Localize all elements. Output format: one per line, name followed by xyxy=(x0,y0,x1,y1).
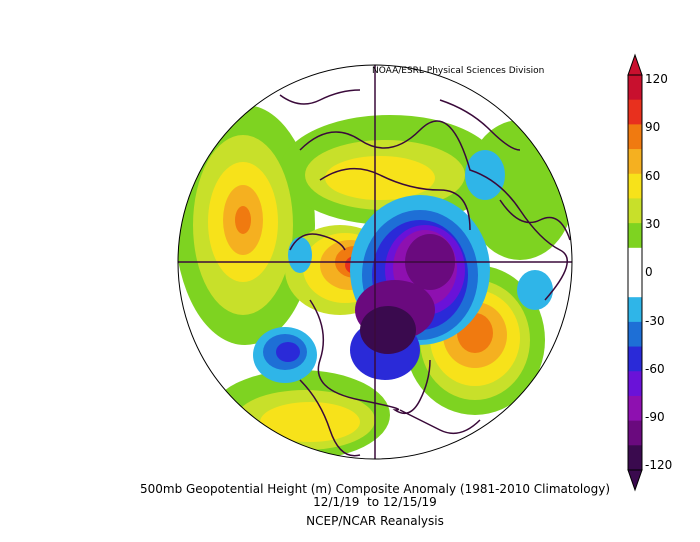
colorbar-label: 60 xyxy=(645,169,661,183)
colorbar-swatch xyxy=(628,420,642,446)
colorbar-swatch xyxy=(628,272,642,298)
coastlines xyxy=(279,89,571,457)
colorbar-label: -60 xyxy=(645,362,665,376)
colorbar-label: -90 xyxy=(645,410,665,424)
colorbar-swatch xyxy=(628,124,642,150)
colorbar-swatch xyxy=(628,445,642,471)
colorbar-label: -120 xyxy=(645,458,673,472)
colorbar-swatch xyxy=(628,223,642,249)
colorbar-swatch xyxy=(628,99,642,125)
credit-text: NOAA/ESRL Physical Sciences Division xyxy=(372,66,545,76)
colorbar-swatch xyxy=(628,75,642,101)
colorbar-swatch xyxy=(628,297,642,323)
colorbar-border xyxy=(627,74,643,471)
caption-source: NCEP/NCAR Reanalysis xyxy=(306,514,444,528)
colorbar-swatch xyxy=(628,321,642,348)
colorbar-swatch xyxy=(628,198,642,224)
colorbar-label: 90 xyxy=(645,120,661,134)
colorbar-swatch xyxy=(628,247,642,273)
colorbar xyxy=(627,53,643,492)
colorbar-label: 120 xyxy=(645,72,668,86)
colorbar-swatch xyxy=(628,346,642,372)
colorbar-label: 0 xyxy=(645,265,653,279)
colorbar-swatch xyxy=(628,173,642,199)
colorbar-label: 30 xyxy=(645,217,661,231)
colorbar-arrow-top xyxy=(627,53,643,76)
caption-dates: 12/1/19 to 12/15/19 xyxy=(313,495,437,509)
colorbar-swatch xyxy=(628,395,642,422)
colorbar-swatch xyxy=(628,149,642,175)
colorbar-swatch xyxy=(628,371,642,397)
map-boundary xyxy=(177,64,573,460)
caption-title: 500mb Geopotential Height (m) Composite … xyxy=(139,482,610,496)
colorbar-label: -30 xyxy=(645,314,665,328)
